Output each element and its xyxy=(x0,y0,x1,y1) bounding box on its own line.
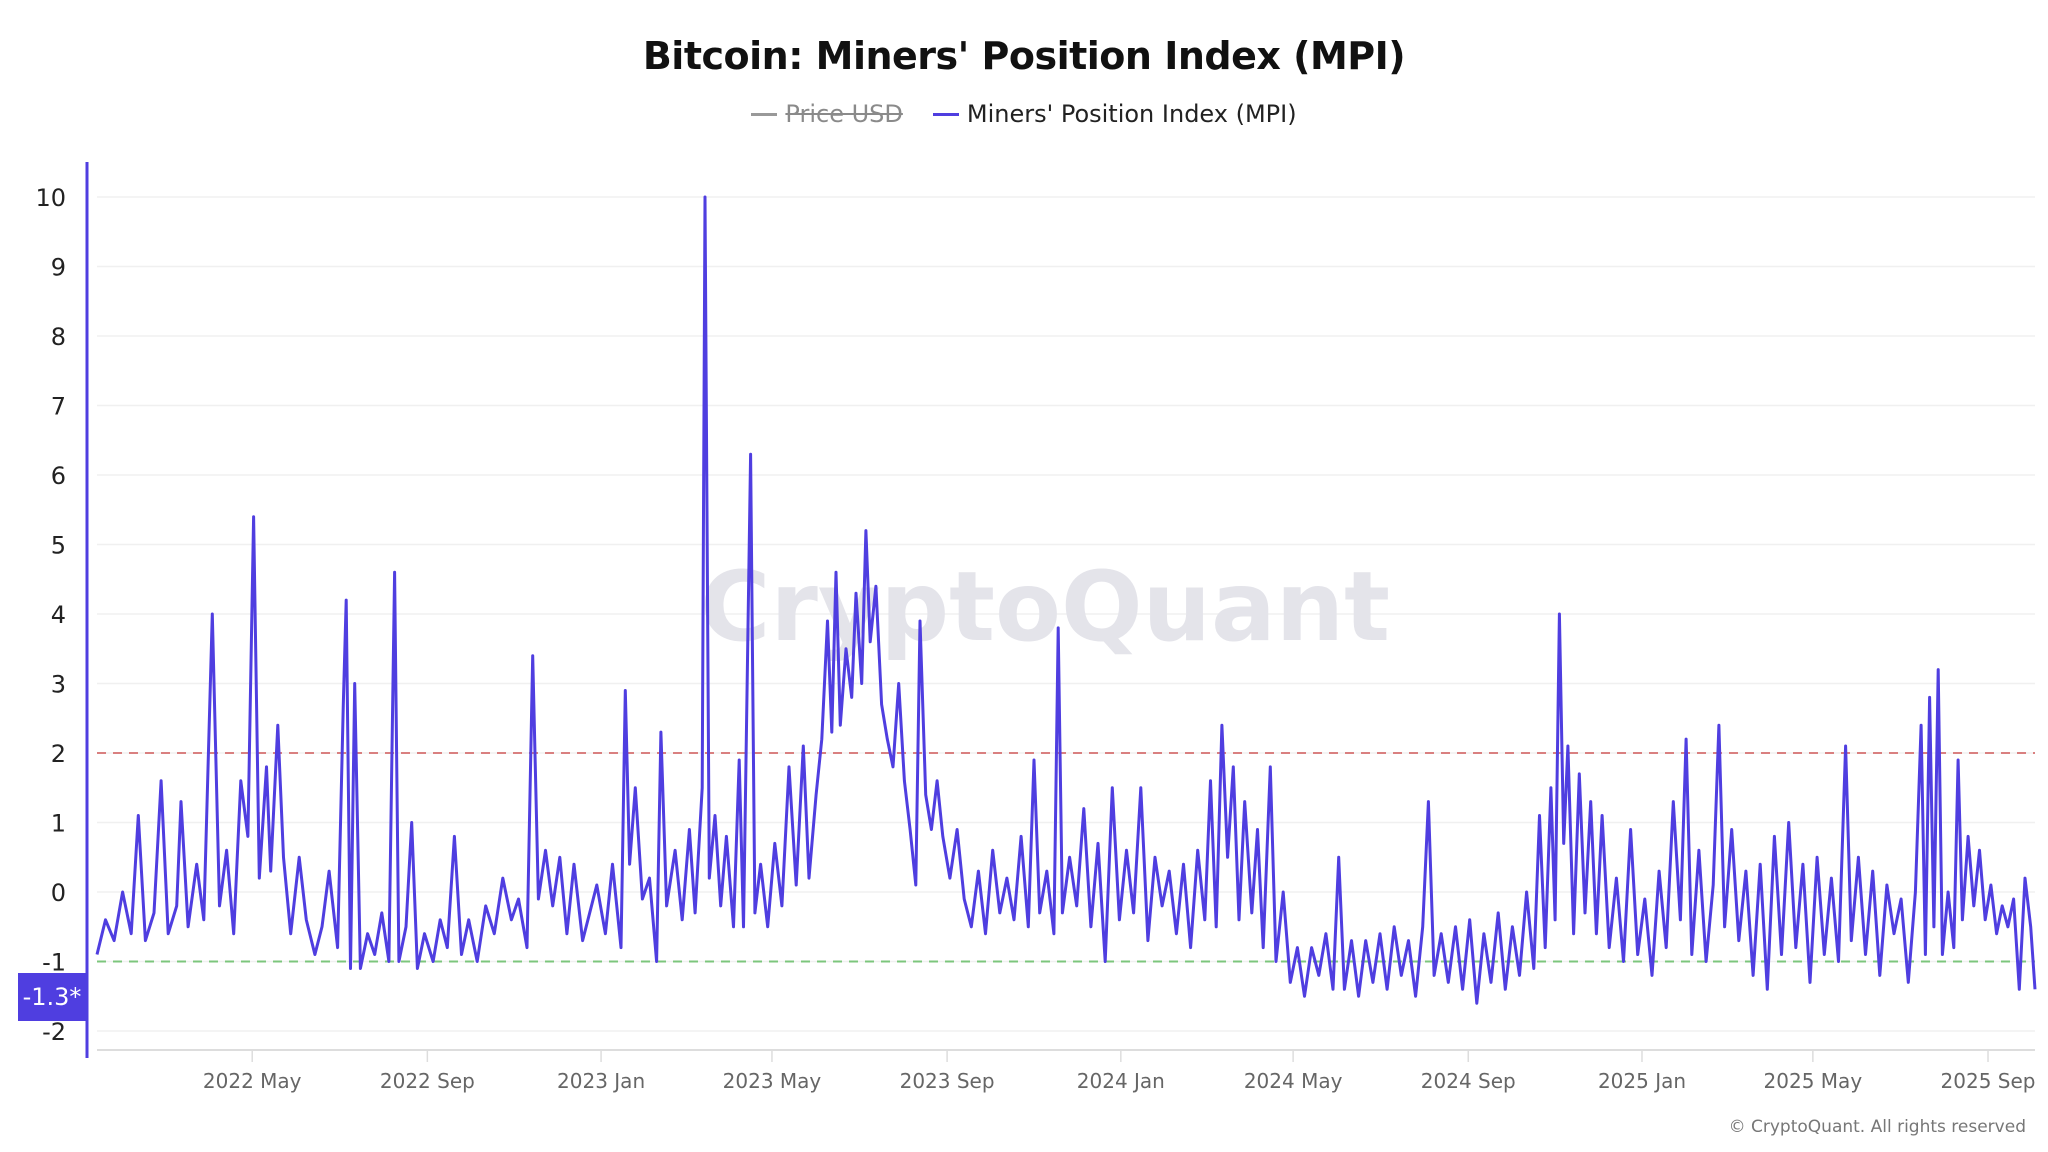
y-tick-label: 0 xyxy=(51,879,66,907)
y-tick-label: 5 xyxy=(51,532,66,560)
y-tick-label: 3 xyxy=(51,671,66,699)
legend-item-mpi[interactable]: Miners' Position Index (MPI) xyxy=(932,100,1297,128)
x-axis-ticks: 2022 May 2022 Sep 2023 Jan 2023 May 2023 Sep… xyxy=(203,1050,2036,1093)
y-tick-label: -1 xyxy=(42,949,66,977)
x-tick-label: 2025 Jan xyxy=(1598,1069,1686,1093)
legend-swatch-price-usd xyxy=(751,112,778,116)
legend-label-mpi: Miners' Position Index (MPI) xyxy=(966,100,1297,128)
y-tick-label: 2 xyxy=(51,740,66,768)
y-tick-label: -2 xyxy=(42,1018,66,1046)
current-value-badge-text: -1.3* xyxy=(23,983,82,1011)
legend-label-price-usd: Price USD xyxy=(785,100,903,128)
reference-lines xyxy=(97,752,2035,963)
watermark: CryptoQuant xyxy=(700,551,1390,663)
x-tick-label: 2024 May xyxy=(1244,1069,1343,1093)
x-tick-label: 2023 Sep xyxy=(900,1069,995,1093)
y-tick-label: 1 xyxy=(51,810,66,838)
y-tick-label: 6 xyxy=(51,462,66,490)
x-tick-label: 2025 Sep xyxy=(1941,1069,2036,1093)
y-tick-label: 10 xyxy=(35,184,66,212)
x-tick-label: 2023 May xyxy=(723,1069,822,1093)
x-tick-label: 2022 Sep xyxy=(380,1069,475,1093)
y-axis-ticks: -2 -1 0 1 2 3 4 5 6 7 8 9 10 xyxy=(35,184,66,1046)
legend-swatch-mpi xyxy=(932,112,959,116)
x-tick-label: 2024 Jan xyxy=(1077,1069,1165,1093)
legend-item-price-usd[interactable]: Price USD xyxy=(751,100,903,128)
current-value-badge: -1.3* xyxy=(18,973,86,1021)
y-tick-label: 8 xyxy=(51,323,66,351)
x-tick-label: 2023 Jan xyxy=(557,1069,645,1093)
x-tick-label: 2022 May xyxy=(203,1069,302,1093)
y-tick-label: 7 xyxy=(51,393,66,421)
mpi-series-line[interactable] xyxy=(95,195,2037,1005)
x-tick-label: 2025 May xyxy=(1764,1069,1863,1093)
chart-title: Bitcoin: Miners' Position Index (MPI) xyxy=(642,34,1406,78)
y-tick-label: 4 xyxy=(51,601,66,629)
legend: Price USD Miners' Position Index (MPI) xyxy=(0,100,2048,128)
current-value-badge-bg xyxy=(18,973,86,1021)
y-tick-label: 9 xyxy=(51,254,66,282)
copyright-notice: © CryptoQuant. All rights reserved xyxy=(1728,1117,2026,1137)
x-tick-label: 2024 Sep xyxy=(1421,1069,1516,1093)
